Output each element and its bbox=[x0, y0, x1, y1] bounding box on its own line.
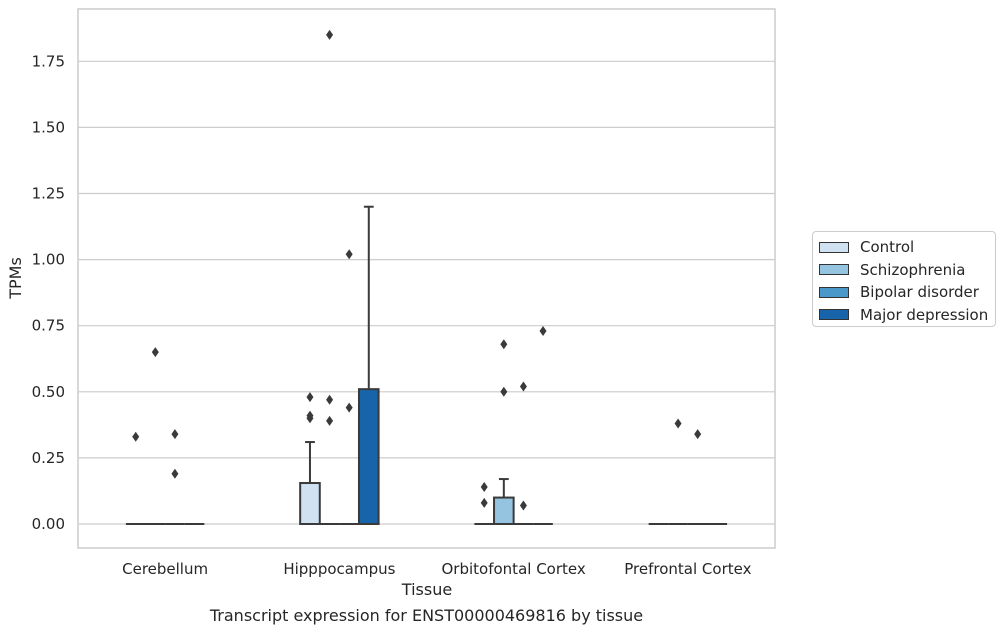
outlier-point bbox=[519, 381, 527, 392]
box-body bbox=[357, 388, 380, 525]
legend-item: Bipolar disorder bbox=[819, 281, 995, 304]
legend-item: Major depression bbox=[819, 304, 995, 327]
y-tick-label: 0.50 bbox=[32, 383, 65, 401]
legend-swatch bbox=[819, 309, 849, 321]
y-tick-label: 1.50 bbox=[32, 118, 65, 136]
outlier-point bbox=[326, 29, 334, 40]
y-tick-label: 1.25 bbox=[32, 185, 65, 203]
outlier-point bbox=[326, 415, 334, 426]
legend-swatch bbox=[819, 264, 849, 276]
box-control bbox=[299, 441, 321, 526]
y-tick-label: 1.00 bbox=[32, 251, 65, 269]
legend-label: Bipolar disorder bbox=[860, 283, 979, 302]
box-body bbox=[299, 482, 321, 526]
outlier-point bbox=[151, 347, 159, 358]
outlier-point bbox=[500, 386, 508, 397]
legend-swatch bbox=[819, 286, 849, 298]
x-tick-label: Hipppocampus bbox=[283, 560, 395, 578]
outlier-point bbox=[500, 339, 508, 350]
y-tick-label: 0.00 bbox=[32, 515, 65, 533]
plot-frame bbox=[77, 8, 776, 549]
x-tick-label: Prefrontal Cortex bbox=[624, 560, 751, 578]
outlier-point bbox=[132, 431, 140, 442]
legend-item: Control bbox=[819, 236, 995, 259]
figure-caption: Transcript expression for ENST0000046981… bbox=[209, 606, 644, 625]
outlier-point bbox=[345, 249, 353, 260]
outlier-point bbox=[171, 429, 179, 440]
outlier-point bbox=[674, 418, 682, 429]
outlier-point bbox=[480, 497, 488, 508]
outlier-point bbox=[326, 394, 334, 405]
y-tick-label: 1.75 bbox=[32, 52, 65, 70]
x-tick-label: Cerebellum bbox=[122, 560, 208, 578]
outlier-point bbox=[306, 410, 314, 421]
x-tick-label: Orbitofontal Cortex bbox=[442, 560, 586, 578]
outlier-point bbox=[171, 468, 179, 479]
legend-label: Control bbox=[860, 238, 915, 257]
y-tick-label: 0.25 bbox=[32, 449, 65, 467]
y-tick-label: 0.75 bbox=[32, 317, 65, 335]
outlier-point bbox=[694, 429, 702, 440]
y-axis-label: TPMs bbox=[6, 257, 25, 300]
grid bbox=[78, 60, 775, 525]
legend-label: Major depression bbox=[860, 305, 989, 324]
outliers bbox=[132, 29, 702, 511]
x-axis-label: Tissue bbox=[401, 580, 452, 599]
box-major-depression bbox=[357, 205, 380, 525]
outlier-point bbox=[519, 500, 527, 511]
outlier-point bbox=[345, 402, 353, 413]
legend-label: Schizophrenia bbox=[860, 260, 966, 279]
box-body bbox=[493, 496, 515, 525]
outlier-point bbox=[480, 481, 488, 492]
box-schizophrenia bbox=[493, 478, 515, 525]
tick-labels: 0.00 0.25 0.50 0.75 1.00 1.25 1.50 1.75 Cerebell… bbox=[32, 52, 752, 578]
outlier-point bbox=[539, 325, 547, 336]
legend: Control Schizophrenia Bipolar disorder Majo… bbox=[812, 231, 996, 327]
outlier-point bbox=[306, 392, 314, 403]
boxes bbox=[125, 205, 728, 526]
legend-swatch bbox=[819, 241, 849, 253]
legend-item: Schizophrenia bbox=[819, 259, 995, 282]
